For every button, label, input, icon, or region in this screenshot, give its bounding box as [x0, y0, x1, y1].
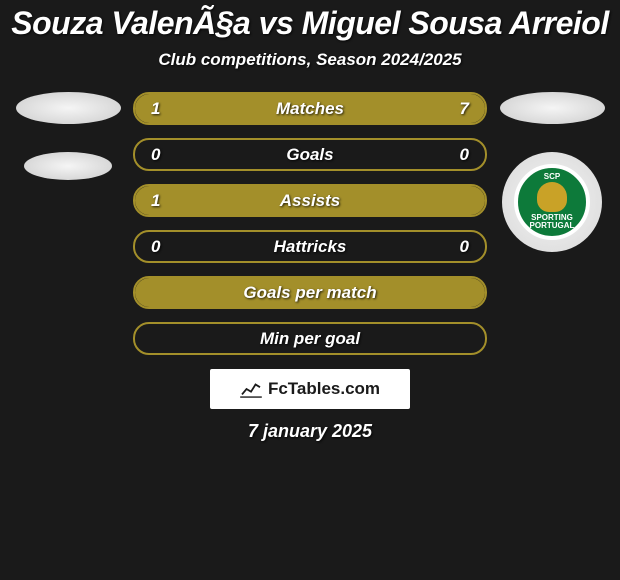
stat-row: Min per goal	[133, 322, 487, 355]
comparison-subtitle: Club competitions, Season 2024/2025	[8, 50, 612, 70]
stat-row: Goals per match	[133, 276, 487, 309]
fctables-logo-icon	[240, 380, 262, 398]
player-avatar-placeholder	[16, 92, 121, 124]
stat-row: 1 Matches 7	[133, 92, 487, 125]
stats-list: 1 Matches 7 0 Goals 0 1 Assists 0 Hattricks 0 Goals…	[133, 92, 487, 355]
sporting-badge-icon: SCP SPORTING PORTUGAL	[514, 164, 590, 240]
generation-date: 7 january 2025	[8, 421, 612, 442]
comparison-title: Souza ValenÃ§a vs Miguel Sousa Arreiol	[8, 5, 612, 42]
stat-right-value: 7	[445, 99, 469, 119]
stat-label: Assists	[280, 191, 340, 211]
stat-row: 0 Goals 0	[133, 138, 487, 171]
club-badge-placeholder	[24, 152, 112, 180]
stat-label: Goals per match	[243, 283, 376, 303]
stat-right-value: 0	[445, 145, 469, 165]
watermark: FcTables.com	[210, 369, 410, 409]
stat-left-value: 0	[151, 237, 175, 257]
stat-label: Hattricks	[274, 237, 347, 257]
stat-left-value: 1	[151, 191, 175, 211]
stat-row: 1 Assists	[133, 184, 487, 217]
stat-label: Matches	[276, 99, 344, 119]
stat-right-value: 0	[445, 237, 469, 257]
player-avatar-placeholder	[500, 92, 605, 124]
club-badge: SCP SPORTING PORTUGAL	[502, 152, 602, 252]
right-player-column: SCP SPORTING PORTUGAL	[497, 92, 607, 252]
stat-row: 0 Hattricks 0	[133, 230, 487, 263]
left-player-column	[13, 92, 123, 180]
stat-left-value: 1	[151, 99, 175, 119]
stat-left-value: 0	[151, 145, 175, 165]
stat-label: Min per goal	[260, 329, 360, 349]
watermark-label: FcTables.com	[268, 379, 380, 399]
stat-label: Goals	[286, 145, 333, 165]
